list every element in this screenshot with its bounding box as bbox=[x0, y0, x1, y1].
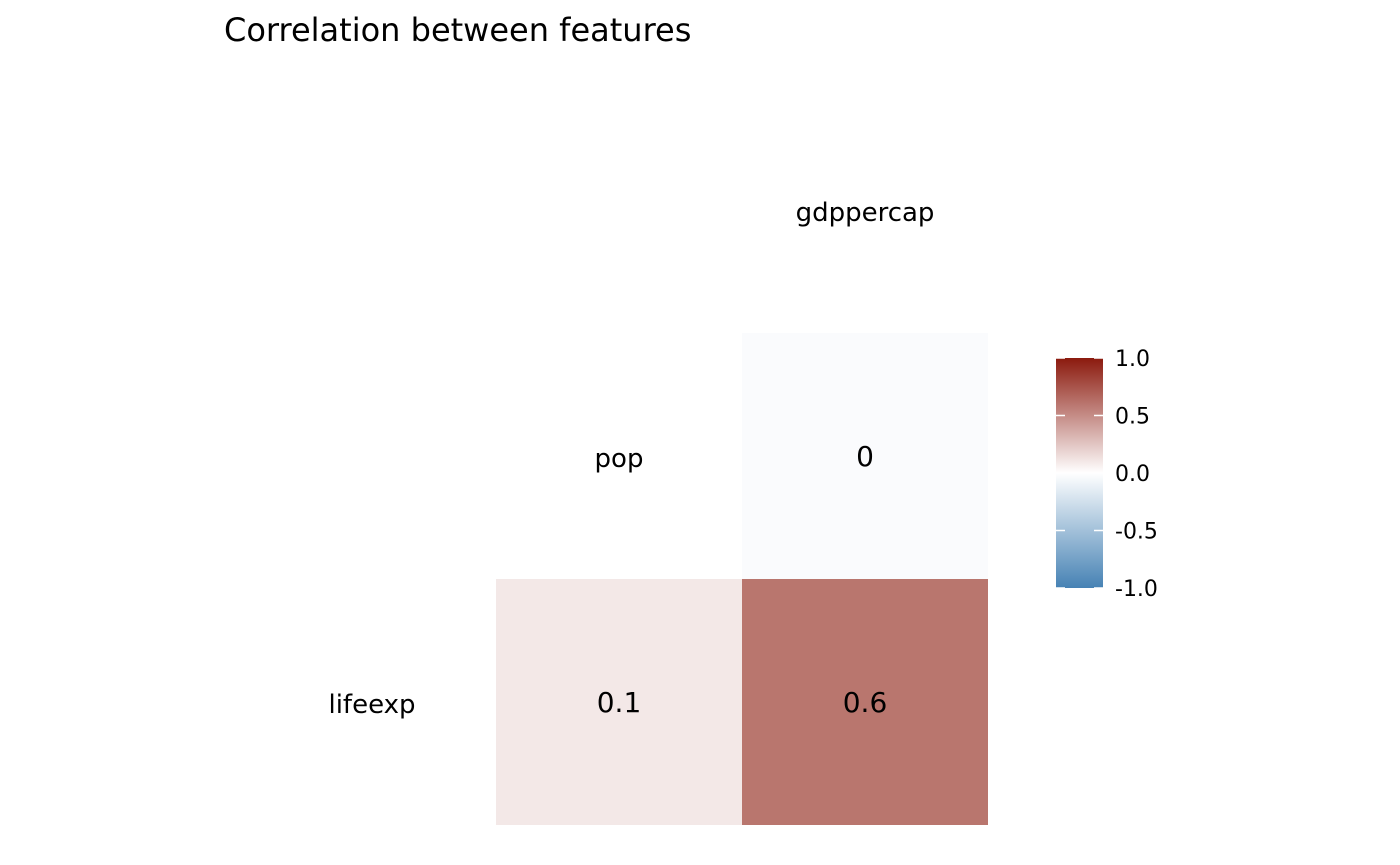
chart-title: Correlation between features bbox=[224, 11, 691, 49]
variable-label-lifeexp: lifeexp bbox=[328, 690, 415, 720]
heatmap-cell-lifeexp-gdppercap bbox=[742, 579, 988, 825]
color-legend: 1.0 0.5 0.0 -0.5 -1.0 bbox=[1056, 347, 1158, 602]
diagonal-labels: gdppercap pop lifeexp bbox=[328, 198, 934, 720]
cell-value-label-lifeexp-gdppercap: 0.6 bbox=[843, 686, 888, 719]
cell-value-label-lifeexp-pop: 0.1 bbox=[597, 686, 642, 719]
legend-tick-label-4: -1.0 bbox=[1115, 577, 1158, 602]
heatmap-cells: 0 0.1 0.6 bbox=[496, 333, 988, 825]
legend-tick-label-1: 0.5 bbox=[1115, 405, 1150, 430]
heatmap-cell-pop-gdppercap bbox=[742, 333, 988, 579]
variable-label-gdppercap: gdppercap bbox=[796, 198, 935, 228]
legend-tick-label-2: 0.0 bbox=[1115, 462, 1150, 487]
legend-ticks: 1.0 0.5 0.0 -0.5 -1.0 bbox=[1056, 347, 1158, 602]
legend-tick-label-0: 1.0 bbox=[1115, 347, 1150, 372]
legend-tick-label-3: -0.5 bbox=[1115, 520, 1158, 545]
heatmap-cell-lifeexp-pop bbox=[496, 579, 742, 825]
variable-label-pop: pop bbox=[595, 444, 644, 474]
cell-value-label-pop-gdppercap: 0 bbox=[856, 440, 874, 473]
